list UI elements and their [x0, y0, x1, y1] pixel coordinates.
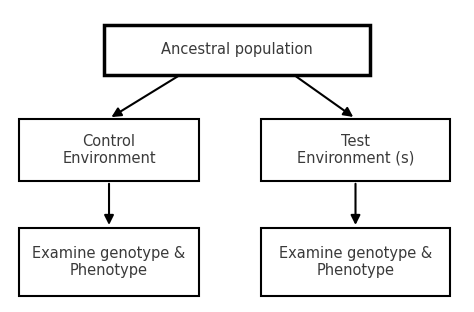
- FancyBboxPatch shape: [104, 25, 370, 75]
- Text: Examine genotype &
Phenotype: Examine genotype & Phenotype: [279, 246, 432, 278]
- Text: Control
Environment: Control Environment: [62, 134, 156, 166]
- FancyBboxPatch shape: [19, 228, 199, 296]
- FancyBboxPatch shape: [19, 119, 199, 181]
- Text: Ancestral population: Ancestral population: [161, 42, 313, 57]
- Text: Test
Environment (s): Test Environment (s): [297, 134, 414, 166]
- FancyBboxPatch shape: [261, 228, 450, 296]
- Text: Examine genotype &
Phenotype: Examine genotype & Phenotype: [32, 246, 186, 278]
- FancyBboxPatch shape: [261, 119, 450, 181]
